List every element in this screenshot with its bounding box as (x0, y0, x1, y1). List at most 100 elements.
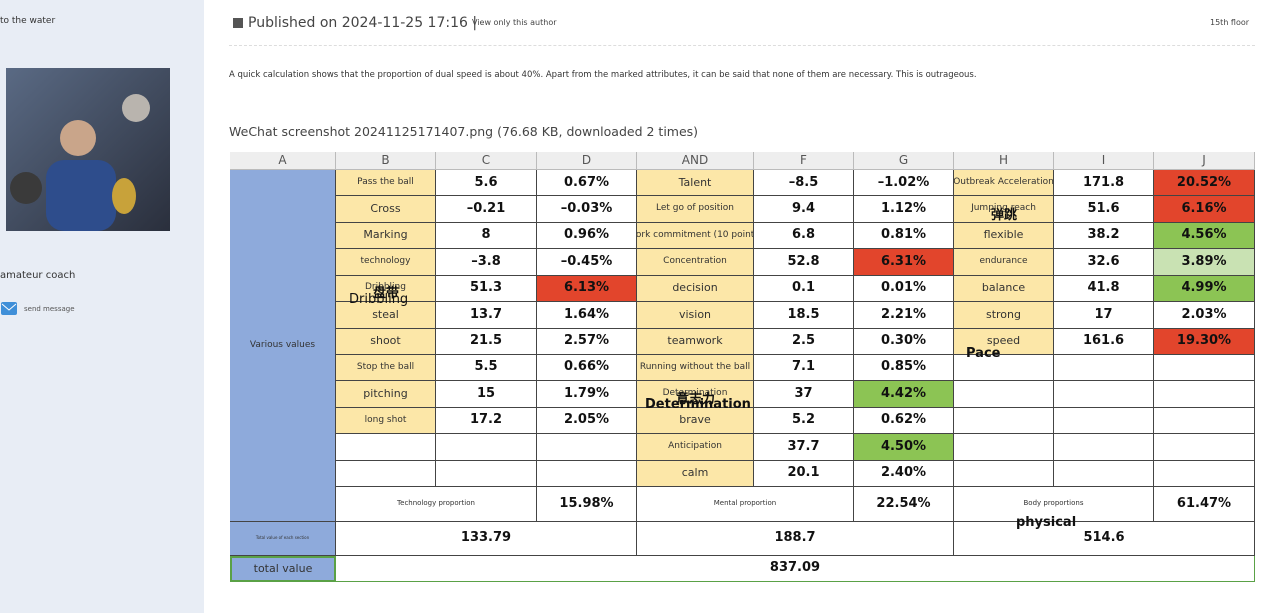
attribute-label: Pass the ball (336, 170, 436, 197)
section-total: 133.79 (336, 522, 637, 556)
value-cell: 4.50% (854, 434, 954, 461)
value-cell: 4.99% (1154, 275, 1255, 303)
proportion-value: 22.54% (854, 487, 954, 522)
section-total: 188.7 (637, 522, 954, 556)
overlay-label: 弹跳 (991, 208, 1018, 223)
empty-cell (1154, 354, 1255, 382)
attribute-label: Concentration (637, 249, 754, 276)
value-cell: 2.21% (854, 302, 954, 329)
value-cell: 5.2 (754, 407, 854, 435)
proportion-label: Body proportions (954, 487, 1154, 522)
overlay-label: Dribbling (349, 292, 409, 307)
attribute-label: Jumping reach (954, 196, 1054, 223)
value-cell: 2.40% (854, 460, 954, 488)
value-cell: 6.13% (537, 275, 637, 303)
mail-icon[interactable] (0, 301, 18, 316)
total-label: total value (230, 556, 336, 582)
send-message[interactable]: send message (24, 305, 75, 313)
attribute-label: Outbreak Acceleration (954, 170, 1054, 197)
attachment-link[interactable]: WeChat screenshot 20241125171407.png (76… (229, 124, 699, 139)
empty-cell (954, 434, 1054, 461)
attribute-label: endurance (954, 249, 1054, 276)
value-cell: 0.62% (854, 407, 954, 435)
attribute-label: brave (637, 407, 754, 435)
column-header: G (854, 152, 954, 170)
empty-cell (954, 460, 1054, 488)
empty-cell (1054, 381, 1154, 408)
value-cell: 9.4 (754, 196, 854, 223)
attribute-label: strong (954, 302, 1054, 329)
attribute-label: Let go of position (637, 196, 754, 223)
value-cell: 0.67% (537, 170, 637, 197)
divider (229, 45, 1255, 46)
value-cell: 3.89% (1154, 249, 1255, 276)
attribute-label: teamwork (637, 328, 754, 355)
empty-cell (436, 460, 537, 488)
empty-cell (436, 434, 537, 461)
value-cell: 13.7 (436, 302, 537, 329)
empty-cell (1154, 381, 1255, 408)
section-total: 514.6 (954, 522, 1255, 556)
column-header: A (230, 152, 336, 170)
column-header: C (436, 152, 537, 170)
username[interactable]: to the water (0, 16, 56, 26)
attribute-label: calm (637, 460, 754, 488)
attribute-label: Cross (336, 196, 436, 223)
value-cell: 0.81% (854, 222, 954, 250)
value-cell: 161.6 (1054, 328, 1154, 355)
attribute-label: Running without the ball (637, 354, 754, 382)
value-cell: 1.12% (854, 196, 954, 223)
value-cell: –0.03% (537, 196, 637, 223)
empty-cell (336, 434, 436, 461)
empty-cell (954, 354, 1054, 382)
value-cell: 15 (436, 381, 537, 408)
column-header: I (1054, 152, 1154, 170)
value-cell: 20.52% (1154, 170, 1255, 197)
attribute-label: flexible (954, 222, 1054, 250)
value-cell: 2.03% (1154, 302, 1255, 329)
value-cell: 38.2 (1054, 222, 1154, 250)
attribute-label: Stop the ball (336, 354, 436, 382)
value-cell: 37 (754, 381, 854, 408)
empty-cell (954, 381, 1054, 408)
attribute-label: Talent (637, 170, 754, 197)
value-cell: –8.5 (754, 170, 854, 197)
value-cell: 5.5 (436, 354, 537, 382)
value-cell: 1.79% (537, 381, 637, 408)
empty-cell (336, 460, 436, 488)
value-cell: 17.2 (436, 407, 537, 435)
attribute-label: long shot (336, 407, 436, 435)
value-cell: 7.1 (754, 354, 854, 382)
section-total-label: Total value of each section (230, 522, 336, 556)
value-cell: –0.21 (436, 196, 537, 223)
overlay-label: physical (1016, 515, 1077, 530)
empty-cell (954, 407, 1054, 435)
column-header: F (754, 152, 854, 170)
attribute-label: shoot (336, 328, 436, 355)
value-cell: –0.45% (537, 249, 637, 276)
overlay-label: Pace (966, 346, 1001, 361)
floor-number: 15th floor (1210, 18, 1250, 27)
overlay-label: 意志力 (676, 392, 716, 407)
value-cell: 51.6 (1054, 196, 1154, 223)
proportion-label: Mental proportion (637, 487, 854, 522)
proportion-value: 15.98% (537, 487, 637, 522)
attribute-label: steal (336, 302, 436, 329)
view-author-link[interactable]: View only this author (472, 18, 557, 27)
value-cell: 0.01% (854, 275, 954, 303)
value-cell: 0.66% (537, 354, 637, 382)
empty-cell (1054, 407, 1154, 435)
avatar[interactable] (6, 68, 170, 231)
proportion-value: 61.47% (1154, 487, 1255, 522)
value-cell: 4.56% (1154, 222, 1255, 250)
attribute-label: pitching (336, 381, 436, 408)
value-cell: 0.30% (854, 328, 954, 355)
empty-cell (1154, 407, 1255, 435)
value-cell: 51.3 (436, 275, 537, 303)
attribute-label: Work commitment (10 points) (637, 222, 754, 250)
value-cell: 17 (1054, 302, 1154, 329)
attribute-label: decision (637, 275, 754, 303)
value-cell: 8 (436, 222, 537, 250)
value-cell: 18.5 (754, 302, 854, 329)
